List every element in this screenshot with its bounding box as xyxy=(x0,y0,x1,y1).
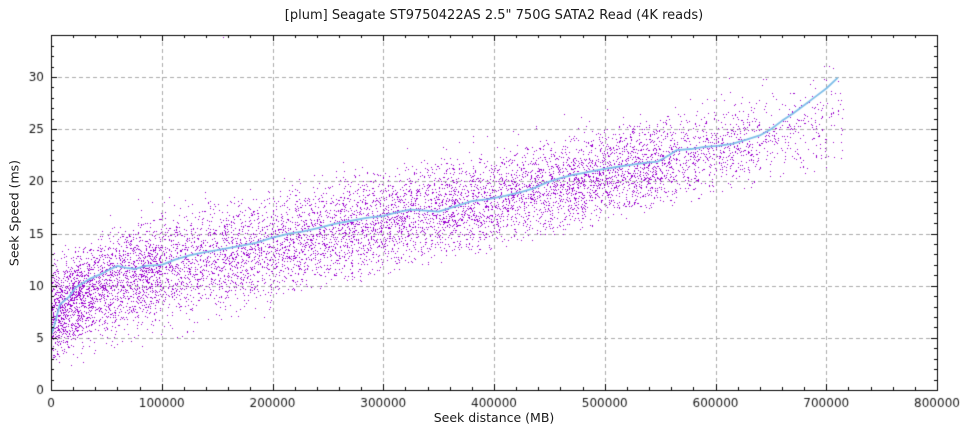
plot-canvas xyxy=(0,0,960,432)
seek-benchmark-chart: [plum] Seagate ST9750422AS 2.5" 750G SAT… xyxy=(0,0,960,432)
